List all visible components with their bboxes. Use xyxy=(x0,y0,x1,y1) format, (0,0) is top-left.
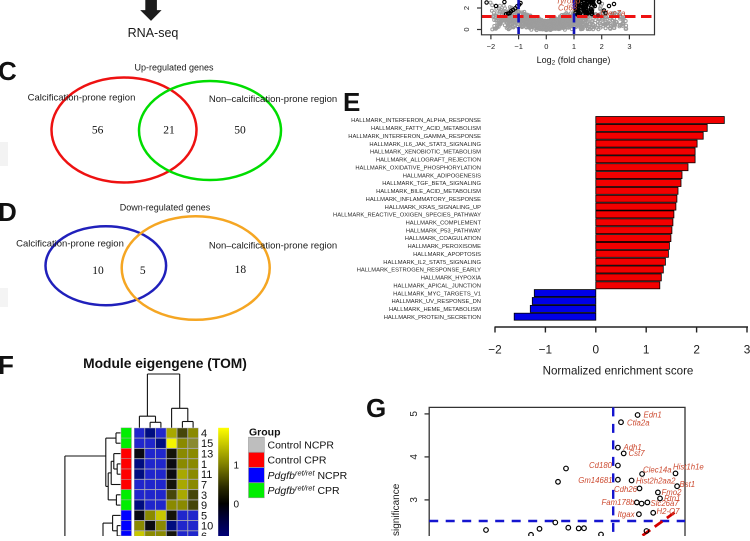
svg-text:Up-regulated genes: Up-regulated genes xyxy=(134,63,214,73)
svg-text:0: 0 xyxy=(234,500,240,511)
svg-text:Cd180: Cd180 xyxy=(589,461,613,470)
svg-text:Itgax: Itgax xyxy=(618,510,636,519)
svg-text:HALLMARK_COAGULATION: HALLMARK_COAGULATION xyxy=(405,236,481,242)
svg-text:F: F xyxy=(0,350,14,380)
svg-text:HALLMARK_APICAL_JUNCTION: HALLMARK_APICAL_JUNCTION xyxy=(393,284,481,290)
svg-text:HALLMARK_MYC_TARGETS_V1: HALLMARK_MYC_TARGETS_V1 xyxy=(393,291,481,297)
svg-text:D: D xyxy=(0,197,17,227)
svg-text:Clec14a: Clec14a xyxy=(643,465,672,474)
svg-text:Normalized enrichment score: Normalized enrichment score xyxy=(543,365,694,378)
svg-text:HALLMARK_UV_RESPONSE_DN: HALLMARK_UV_RESPONSE_DN xyxy=(391,299,481,305)
svg-text:HALLMARK_ALLOGRAFT_REJECTION: HALLMARK_ALLOGRAFT_REJECTION xyxy=(376,158,481,164)
svg-text:C: C xyxy=(0,56,17,86)
svg-text:Cdh26: Cdh26 xyxy=(614,485,638,494)
svg-text:significance: significance xyxy=(391,483,402,536)
svg-text:Non–calcification-prone region: Non–calcification-prone region xyxy=(209,241,337,252)
svg-text:HALLMARK_TGF_BETA_SIGNALING: HALLMARK_TGF_BETA_SIGNALING xyxy=(382,181,481,187)
svg-text:HALLMARK_P53_PATHWAY: HALLMARK_P53_PATHWAY xyxy=(406,228,481,234)
svg-text:Gm14681: Gm14681 xyxy=(578,476,612,485)
svg-text:21: 21 xyxy=(163,125,175,137)
svg-text:0: 0 xyxy=(462,27,471,31)
svg-text:HALLMARK_FATTY_ACID_METABOLISM: HALLMARK_FATTY_ACID_METABOLISM xyxy=(371,126,481,132)
svg-text:Hist1h1e: Hist1h1e xyxy=(673,463,704,472)
svg-text:0: 0 xyxy=(544,42,548,51)
svg-text:Down-regulated genes: Down-regulated genes xyxy=(120,203,211,213)
svg-text:Hist2h2aa2: Hist2h2aa2 xyxy=(636,477,676,486)
svg-text:−1: −1 xyxy=(539,343,552,357)
svg-text:56: 56 xyxy=(92,125,104,137)
svg-text:Control NCPR: Control NCPR xyxy=(268,440,335,452)
svg-text:18: 18 xyxy=(235,264,247,276)
svg-text:RNA-seq: RNA-seq xyxy=(128,26,179,40)
svg-text:Ctla2a: Ctla2a xyxy=(627,419,650,428)
svg-text:−2: −2 xyxy=(487,42,496,51)
svg-text:2: 2 xyxy=(693,343,700,357)
svg-text:−2: −2 xyxy=(488,343,501,357)
svg-text:Module eigengene (TOM): Module eigengene (TOM) xyxy=(83,356,247,371)
svg-text:HALLMARK_ADIPOGENESIS: HALLMARK_ADIPOGENESIS xyxy=(403,173,481,179)
svg-text:G: G xyxy=(366,393,386,423)
svg-text:6: 6 xyxy=(201,531,207,536)
svg-text:Log2 (fold change): Log2 (fold change) xyxy=(537,55,611,67)
svg-text:HALLMARK_OXIDATIVE_PHOSPHORYLA: HALLMARK_OXIDATIVE_PHOSPHORYLATION xyxy=(355,165,481,171)
svg-text:HALLMARK_APOPTOSIS: HALLMARK_APOPTOSIS xyxy=(413,252,481,258)
svg-text:HALLMARK_INTERFERON_GAMMA_RESP: HALLMARK_INTERFERON_GAMMA_RESPONSE xyxy=(348,134,481,140)
svg-text:1: 1 xyxy=(643,343,650,357)
svg-text:HALLMARK_HEME_METABOLISM: HALLMARK_HEME_METABOLISM xyxy=(389,307,481,313)
svg-text:HALLMARK_IL2_STAT5_SIGNALING: HALLMARK_IL2_STAT5_SIGNALING xyxy=(383,260,481,266)
svg-text:HALLMARK_IL6_JAK_STAT3_SIGNALI: HALLMARK_IL6_JAK_STAT3_SIGNALING xyxy=(369,142,481,148)
svg-text:HALLMARK_KRAS_SIGNALING_UP: HALLMARK_KRAS_SIGNALING_UP xyxy=(385,205,481,211)
svg-text:Clec7a: Clec7a xyxy=(601,9,626,18)
svg-text:H2-Q7: H2-Q7 xyxy=(657,507,681,516)
svg-text:3: 3 xyxy=(627,42,631,51)
svg-text:Bst1: Bst1 xyxy=(680,480,696,489)
svg-text:1: 1 xyxy=(234,461,240,472)
svg-text:Control CPR: Control CPR xyxy=(268,455,327,467)
svg-text:Calcification-prone region: Calcification-prone region xyxy=(28,93,136,104)
svg-text:HALLMARK_INFLAMMATORY_RESPONSE: HALLMARK_INFLAMMATORY_RESPONSE xyxy=(366,197,481,203)
svg-text:HALLMARK_HYPOXIA: HALLMARK_HYPOXIA xyxy=(421,276,481,282)
svg-text:HALLMARK_PEROXISOME: HALLMARK_PEROXISOME xyxy=(408,244,482,250)
svg-text:HALLMARK_BILE_ACID_METABOLISM: HALLMARK_BILE_ACID_METABOLISM xyxy=(376,189,481,195)
svg-text:Cst7: Cst7 xyxy=(629,449,646,458)
svg-text:Non–calcification-prone region: Non–calcification-prone region xyxy=(209,94,337,105)
svg-text:3: 3 xyxy=(409,497,420,503)
svg-text:0: 0 xyxy=(593,343,600,357)
svg-text:Group: Group xyxy=(249,427,281,439)
svg-text:3: 3 xyxy=(744,343,750,357)
svg-text:4: 4 xyxy=(409,454,420,460)
svg-text:HALLMARK_INTERFERON_ALPHA_RESP: HALLMARK_INTERFERON_ALPHA_RESPONSE xyxy=(351,118,481,124)
svg-text:HALLMARK_ESTROGEN_RESPONSE_EAR: HALLMARK_ESTROGEN_RESPONSE_EARLY xyxy=(357,268,481,274)
svg-text:HALLMARK_PROTEIN_SECRETION: HALLMARK_PROTEIN_SECRETION xyxy=(384,315,481,321)
svg-text:50: 50 xyxy=(234,125,246,137)
svg-text:5: 5 xyxy=(140,265,146,277)
svg-text:2: 2 xyxy=(600,42,604,51)
svg-text:5: 5 xyxy=(409,411,420,417)
svg-text:−1: −1 xyxy=(514,42,523,51)
svg-text:HALLMARK_REACTIVE_OXIGEN_SPECI: HALLMARK_REACTIVE_OXIGEN_SPECIES_PATHWAY xyxy=(333,213,481,219)
svg-text:Cd68: Cd68 xyxy=(558,4,578,13)
svg-text:E: E xyxy=(343,87,360,117)
svg-text:Fam178b: Fam178b xyxy=(602,498,636,507)
svg-text:HALLMARK_COMPLEMENT: HALLMARK_COMPLEMENT xyxy=(406,221,482,227)
svg-text:Calcification-prone region: Calcification-prone region xyxy=(16,238,124,249)
svg-text:HALLMARK_XENOBIOTIC_METABOLISM: HALLMARK_XENOBIOTIC_METABOLISM xyxy=(370,150,481,156)
svg-text:1: 1 xyxy=(572,42,576,51)
svg-text:2: 2 xyxy=(462,6,471,10)
svg-text:10: 10 xyxy=(92,265,104,277)
